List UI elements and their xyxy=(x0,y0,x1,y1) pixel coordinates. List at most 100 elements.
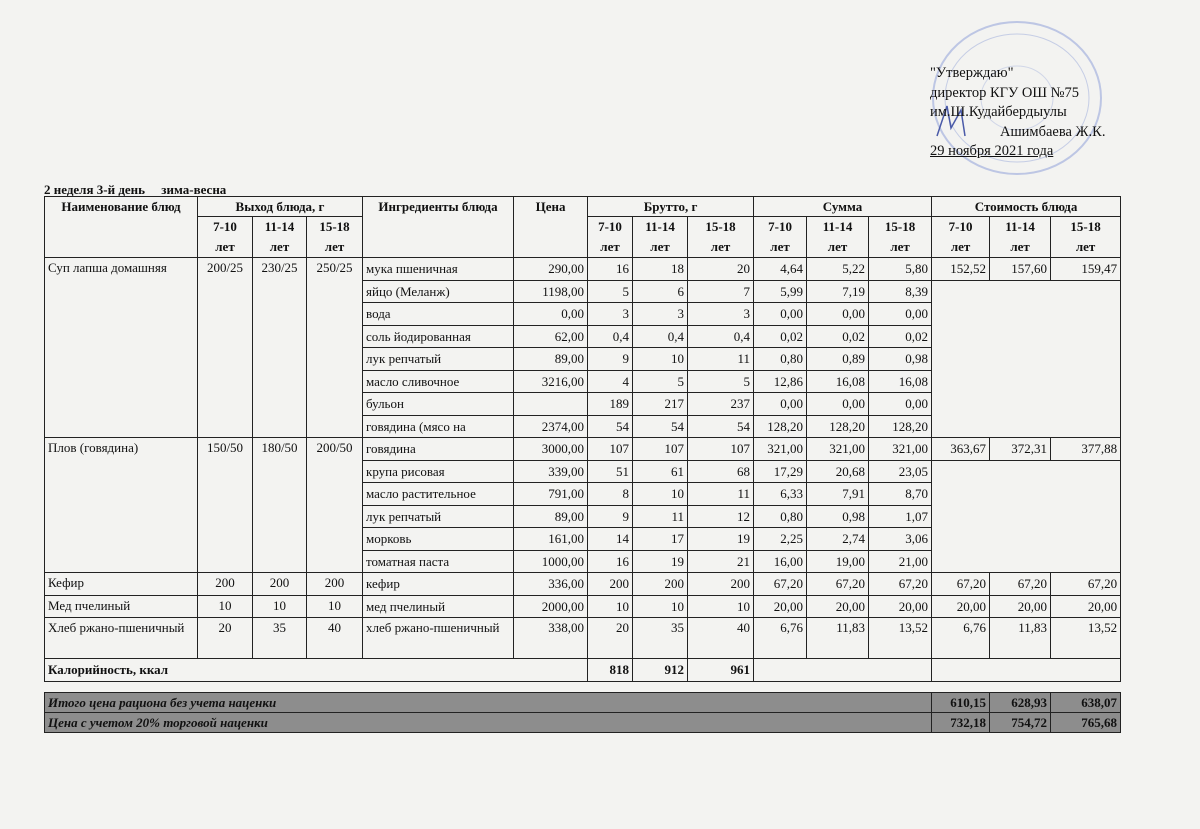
ingredient-brutto: 4 xyxy=(587,369,634,393)
table-row: говядина (мясо на 2374,00 54 54 54 128,20 128,… xyxy=(45,414,1121,438)
ingredient-sum: 67,20 xyxy=(868,572,933,596)
dish-yield: 150/50 xyxy=(197,437,253,573)
ingredient-name: соль йодированная xyxy=(362,324,515,348)
ingredient-sum: 5,22 xyxy=(806,257,870,281)
dish-yield: 200 xyxy=(197,572,253,596)
table-row: бульон 189 217 237 0,00 0,00 0,00 xyxy=(45,392,1121,416)
ingredient-sum: 321,00 xyxy=(753,437,808,461)
ingredient-price xyxy=(513,392,589,416)
ingredient-price: 3216,00 xyxy=(513,369,589,393)
ingredient-brutto: 68 xyxy=(687,459,755,483)
ingredient-price: 0,00 xyxy=(513,302,589,326)
table-row: томатная паста 1000,00 16 19 21 16,00 19,00 21,… xyxy=(45,549,1121,573)
table-row: Плов (говядина) 150/50 180/50 200/50 говядин… xyxy=(44,437,1122,573)
dish-cost: 6,76 xyxy=(931,617,991,659)
ingredient-name: говядина xyxy=(362,437,515,461)
dish-cost: 67,20 xyxy=(931,572,991,596)
ingredient-brutto: 3 xyxy=(632,302,689,326)
ingredient-brutto: 11 xyxy=(687,347,755,371)
ingredient-brutto: 3 xyxy=(587,302,634,326)
ingredient-sum: 0,98 xyxy=(806,504,870,528)
ingredient-brutto: 217 xyxy=(632,392,689,416)
ingredient-brutto: 18 xyxy=(632,257,689,281)
approval-signatory: Ашимбаева Ж.К. xyxy=(1000,123,1106,140)
ingredient-brutto: 16 xyxy=(587,257,634,281)
ingredient-sum: 20,00 xyxy=(806,594,870,618)
ingredient-sum: 6,76 xyxy=(753,617,808,659)
totals-value: 628,93 xyxy=(989,692,1051,713)
ingredient-brutto: 0,4 xyxy=(632,324,689,348)
ingredient-sum: 2,74 xyxy=(806,527,870,551)
dish-yield: 20 xyxy=(197,617,253,659)
ingredient-brutto: 40 xyxy=(687,617,755,659)
table-row: крупа рисовая 339,00 51 61 68 17,29 20,68 23,05 xyxy=(45,459,1122,573)
dish-yield: 10 xyxy=(305,594,364,618)
ingredient-sum: 16,00 xyxy=(753,549,808,573)
ingredient-sum: 0,00 xyxy=(753,302,808,326)
ingredient-sum: 8,70 xyxy=(868,482,933,506)
ingredient-price: 338,00 xyxy=(513,617,589,659)
ingredient-price: 161,00 xyxy=(513,527,589,551)
ingredient-sum: 0,02 xyxy=(806,324,870,348)
ingredient-brutto: 11 xyxy=(687,482,755,506)
ingredient-brutto: 107 xyxy=(587,437,634,461)
ingredient-name: томатная паста xyxy=(362,549,515,573)
ingredient-price: 89,00 xyxy=(513,504,589,528)
ingredient-price: 2000,00 xyxy=(513,594,589,618)
totals-table: Итого цена рациона без учета наценки 610,… xyxy=(44,692,1121,733)
header-age: 7-10 лет xyxy=(753,216,808,258)
ingredient-name: масло сливочное xyxy=(362,369,515,393)
dish-cost: 20,00 xyxy=(931,594,991,618)
ingredient-brutto: 35 xyxy=(632,617,689,659)
totals-label: Итого цена рациона без учета наценки xyxy=(44,692,932,713)
dish-cost: 20,00 xyxy=(989,594,1052,618)
ingredient-brutto: 6 xyxy=(632,279,689,303)
header-name: Наименование блюд xyxy=(44,196,198,258)
header-price: Цена xyxy=(513,196,589,258)
ingredient-sum: 2,25 xyxy=(753,527,808,551)
official-stamp xyxy=(932,21,1102,175)
dish-cost: 67,20 xyxy=(1050,572,1122,596)
ingredient-brutto: 21 xyxy=(687,549,755,573)
ingredient-name: лук репчатый xyxy=(362,504,515,528)
table-row: Хлеб ржано-пшеничный 20 35 40 хлеб ржано-пше… xyxy=(44,617,1122,659)
ingredient-sum: 21,00 xyxy=(868,549,933,573)
ingredient-sum: 20,00 xyxy=(753,594,808,618)
ingredient-name: морковь xyxy=(362,527,515,551)
header-age: 11-14 лет xyxy=(252,216,307,258)
ingredient-brutto: 11 xyxy=(632,504,689,528)
ingredient-sum: 1,07 xyxy=(868,504,933,528)
ingredient-name: яйцо (Меланж) xyxy=(362,279,515,303)
ingredient-sum: 8,39 xyxy=(868,279,933,303)
empty-cost-cell xyxy=(931,459,1122,573)
ingredient-brutto: 200 xyxy=(587,572,634,596)
ingredient-price: 791,00 xyxy=(513,482,589,506)
calories-value: 961 xyxy=(687,658,755,682)
totals-value: 754,72 xyxy=(989,712,1051,733)
ingredient-price: 290,00 xyxy=(513,257,589,281)
ingredient-name: масло растительное xyxy=(362,482,515,506)
ingredient-sum: 23,05 xyxy=(868,459,933,483)
table-row: масло сливочное 3216,00 4 5 5 12,86 16,08 16,08 xyxy=(45,369,1121,393)
approval-block: "Утверждаю" директор КГУ ОШ №75 им.Ш.Куд… xyxy=(930,64,1105,162)
ingredient-brutto: 61 xyxy=(632,459,689,483)
dish-yield: 180/50 xyxy=(252,437,307,573)
dish-cost: 372,31 xyxy=(989,437,1052,461)
ingredient-brutto: 51 xyxy=(587,459,634,483)
ingredient-sum: 6,33 xyxy=(753,482,808,506)
menu-table: Наименование блюд Выход блюда, г Ингреди… xyxy=(43,196,1122,682)
ingredient-name: бульон xyxy=(362,392,515,416)
ingredient-brutto: 10 xyxy=(632,347,689,371)
calories-value: 912 xyxy=(632,658,689,682)
header-age: 7-10 лет xyxy=(587,216,634,258)
table-row: Мед пчелиный 10 10 10 мед пчелиный 2000,00 10 1… xyxy=(44,594,1122,618)
ingredient-sum: 67,20 xyxy=(753,572,808,596)
ingredient-sum: 17,29 xyxy=(753,459,808,483)
ingredient-sum: 0,00 xyxy=(806,302,870,326)
ingredient-brutto: 200 xyxy=(687,572,755,596)
header-age: 7-10 лет xyxy=(197,216,253,258)
dish-yield: 200/25 xyxy=(197,257,253,438)
approval-school: им.Ш.Кудайбердыулы xyxy=(930,104,1067,120)
ingredient-brutto: 237 xyxy=(687,392,755,416)
ingredient-price: 62,00 xyxy=(513,324,589,348)
